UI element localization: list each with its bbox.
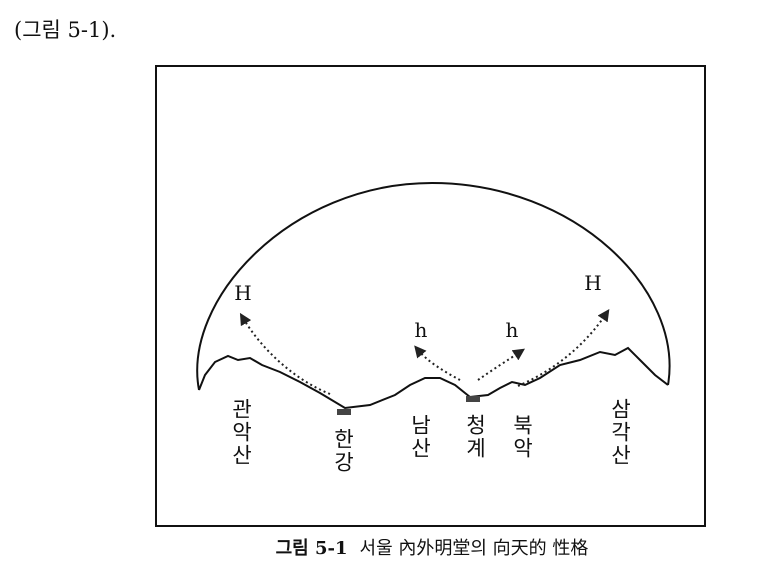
figure-frame	[155, 65, 706, 527]
annotation: H	[234, 281, 252, 305]
place-label: 삼각산	[608, 398, 632, 467]
river-mark	[337, 409, 351, 415]
header-text: (그림 5-1).	[14, 18, 117, 42]
arrow	[414, 345, 461, 381]
caption: 그림 5-1 서울 內外明堂의 向天的 性格	[0, 534, 760, 560]
annotation: H	[584, 271, 602, 295]
arrow	[239, 312, 331, 395]
place-label: 북악	[510, 414, 534, 460]
place-label: 청계	[463, 414, 487, 460]
place-label: 남산	[408, 414, 432, 460]
arrow	[477, 348, 525, 381]
mountain-ridge	[198, 346, 669, 410]
place-label: 한강	[331, 428, 355, 474]
caption-label: 그림 5-1	[275, 538, 348, 559]
annotation: h	[414, 318, 428, 342]
arrow	[517, 309, 610, 387]
arrows	[239, 309, 610, 395]
stream-mark	[466, 396, 480, 402]
caption-text: 서울 內外明堂의 向天的 性格	[359, 538, 589, 559]
annotation: h	[505, 318, 519, 342]
place-label: 관악산	[229, 398, 253, 467]
sky-dome	[196, 181, 671, 391]
